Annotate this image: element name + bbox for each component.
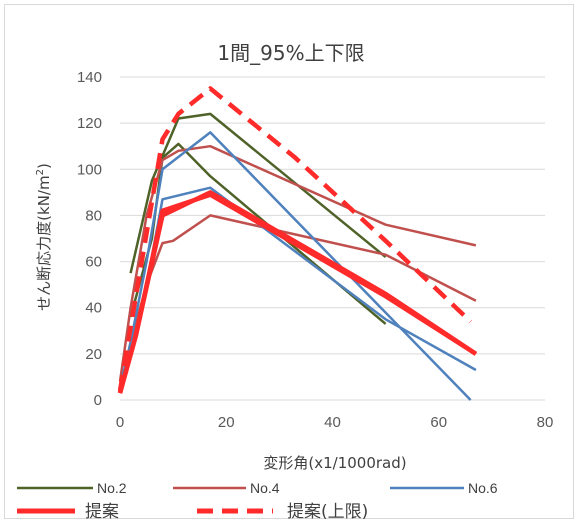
- series-line: [117, 192, 478, 394]
- chart-area: 1間_95%上下限 0 20 40 60 80 100 120 140 0 20 40 60 80 せ…: [4, 4, 574, 520]
- legend-label: 提案: [85, 502, 119, 520]
- y-axis-label-superscript: 2: [35, 169, 46, 175]
- x-axis-label: 変形角(x1/1000rad): [263, 454, 406, 472]
- series-line: [129, 112, 387, 274]
- series-line: [118, 144, 477, 382]
- y-axis-label-main: せん断応力度(kN/m: [35, 175, 53, 310]
- series-lines: [117, 86, 478, 401]
- legend-label: 提案(上限): [287, 502, 368, 520]
- series-line: [118, 131, 472, 401]
- x-tick-label: 0: [116, 414, 124, 431]
- y-tick-label: 0: [94, 392, 102, 409]
- legend-label: No.4: [250, 480, 280, 496]
- y-tick-label: 60: [85, 254, 102, 271]
- x-tick-label: 80: [537, 414, 554, 431]
- legend-label: No.6: [468, 480, 498, 496]
- y-tick-label: 100: [77, 161, 102, 178]
- legend: No.2 No.4 No.6 提案 提案(上限): [17, 480, 498, 520]
- series-line: [117, 86, 473, 392]
- x-axis-ticks: 0 20 40 60 80: [116, 414, 554, 431]
- y-axis-label: せん断応力度(kN/m2): [35, 163, 53, 311]
- x-tick-label: 60: [430, 414, 447, 431]
- y-tick-label: 20: [85, 346, 102, 363]
- gridlines: [120, 76, 545, 401]
- y-axis-ticks: 0 20 40 60 80 100 120 140: [77, 69, 102, 409]
- series-line: [129, 142, 387, 325]
- y-tick-label: 140: [77, 69, 102, 86]
- line-chart: 1間_95%上下限 0 20 40 60 80 100 120 140 0 20 40 60 80 せ…: [17, 41, 554, 520]
- x-tick-label: 20: [218, 414, 235, 431]
- series-line: [118, 186, 477, 394]
- y-tick-label: 80: [85, 207, 102, 224]
- y-tick-label: 40: [85, 300, 102, 317]
- legend-label: No.2: [97, 480, 127, 496]
- y-tick-label: 120: [77, 115, 102, 132]
- y-axis-label-tail: ): [35, 163, 53, 169]
- x-tick-label: 40: [324, 414, 341, 431]
- chart-title: 1間_95%上下限: [217, 41, 364, 65]
